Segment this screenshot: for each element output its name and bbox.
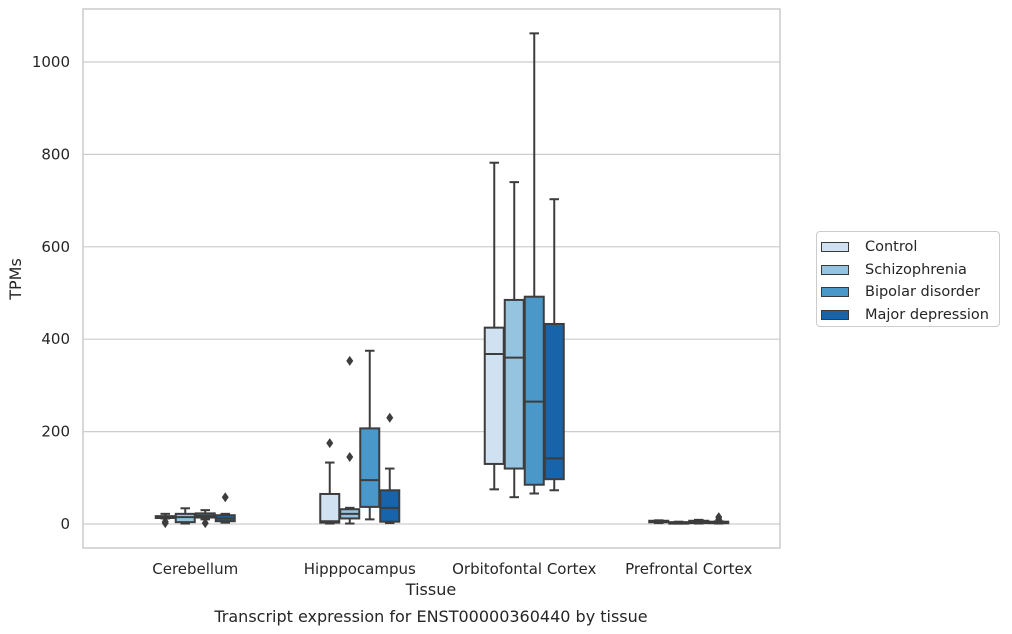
box-schizophrenia-hipppocampus: [339, 355, 361, 525]
y-tick-label: 800: [41, 145, 70, 163]
y-tick-label: 0: [60, 515, 70, 533]
y-axis: 0 200 400 600 800 1000: [32, 53, 70, 533]
outlier-point: [161, 516, 169, 527]
legend-item: Schizophrenia: [817, 259, 999, 282]
x-axis-label: Tissue: [405, 580, 456, 599]
legend-label: Schizophrenia: [865, 261, 967, 278]
box-plots: [154, 32, 730, 529]
outlier-point: [201, 518, 209, 529]
box-major-depression-hipppocampus: [379, 412, 401, 525]
x-tick-label: Orbitofontal Cortex: [452, 560, 596, 578]
legend-item: Bipolar disorder: [817, 281, 999, 304]
legend-label: Major depression: [865, 306, 989, 323]
box-bipolar-disorder-orbitofontal-cortex: [523, 32, 545, 495]
y-tick-label: 400: [41, 330, 70, 348]
legend-label: Bipolar disorder: [865, 284, 980, 301]
y-tick-label: 600: [41, 238, 70, 256]
box-bipolar-disorder-cerebellum: [194, 509, 216, 529]
box-schizophrenia-orbitofontal-cortex: [503, 181, 525, 499]
y-tick-label: 1000: [32, 53, 70, 71]
iqr-box: [483, 326, 505, 465]
chart-title: Transcript expression for ENST0000036044…: [213, 607, 647, 626]
x-axis: Cerebellum Hipppocampus Orbitofontal Corte…: [152, 560, 752, 578]
box-bipolar-disorder-hipppocampus: [359, 349, 381, 521]
iqr-box: [523, 295, 545, 486]
iqr-box: [503, 298, 525, 470]
box-major-depression-prefrontal-cortex: [708, 512, 730, 525]
legend: Control Schizophrenia Bipolar disorder Majo…: [816, 231, 1000, 327]
box-bipolar-disorder-prefrontal-cortex: [688, 518, 710, 525]
plot-frame: [82, 8, 781, 549]
y-tick-label: 200: [41, 423, 70, 441]
legend-label: Control: [865, 239, 918, 256]
iqr-box: [359, 427, 381, 508]
legend-item: Major depression: [817, 304, 999, 327]
legend-swatch: [821, 309, 849, 320]
box-major-depression-orbitofontal-cortex: [543, 198, 565, 492]
outlier-point: [715, 512, 723, 523]
x-tick-label: Cerebellum: [152, 560, 238, 578]
legend-swatch: [821, 242, 849, 253]
outlier-point: [221, 492, 229, 503]
legend-item: Control: [817, 236, 999, 259]
iqr-box: [319, 492, 341, 524]
outlier-point: [386, 412, 394, 423]
outlier-point: [326, 438, 334, 449]
iqr-box: [543, 322, 565, 481]
box-control-prefrontal-cortex: [648, 519, 670, 525]
box-major-depression-cerebellum: [214, 492, 236, 524]
outlier-point: [346, 355, 354, 366]
box-control-hipppocampus: [319, 438, 341, 525]
box-control-cerebellum: [154, 512, 176, 529]
iqr-box: [379, 489, 401, 523]
x-tick-label: Hipppocampus: [304, 560, 416, 578]
legend-swatch: [821, 287, 849, 298]
x-tick-label: Prefrontal Cortex: [625, 560, 752, 578]
y-axis-label: TPMs: [6, 258, 25, 301]
box-schizophrenia-cerebellum: [174, 507, 196, 525]
legend-swatch: [821, 264, 849, 275]
gridlines: [83, 61, 780, 525]
box-control-orbitofontal-cortex: [483, 161, 505, 491]
box-schizophrenia-prefrontal-cortex: [668, 520, 690, 525]
outlier-point: [346, 452, 354, 463]
